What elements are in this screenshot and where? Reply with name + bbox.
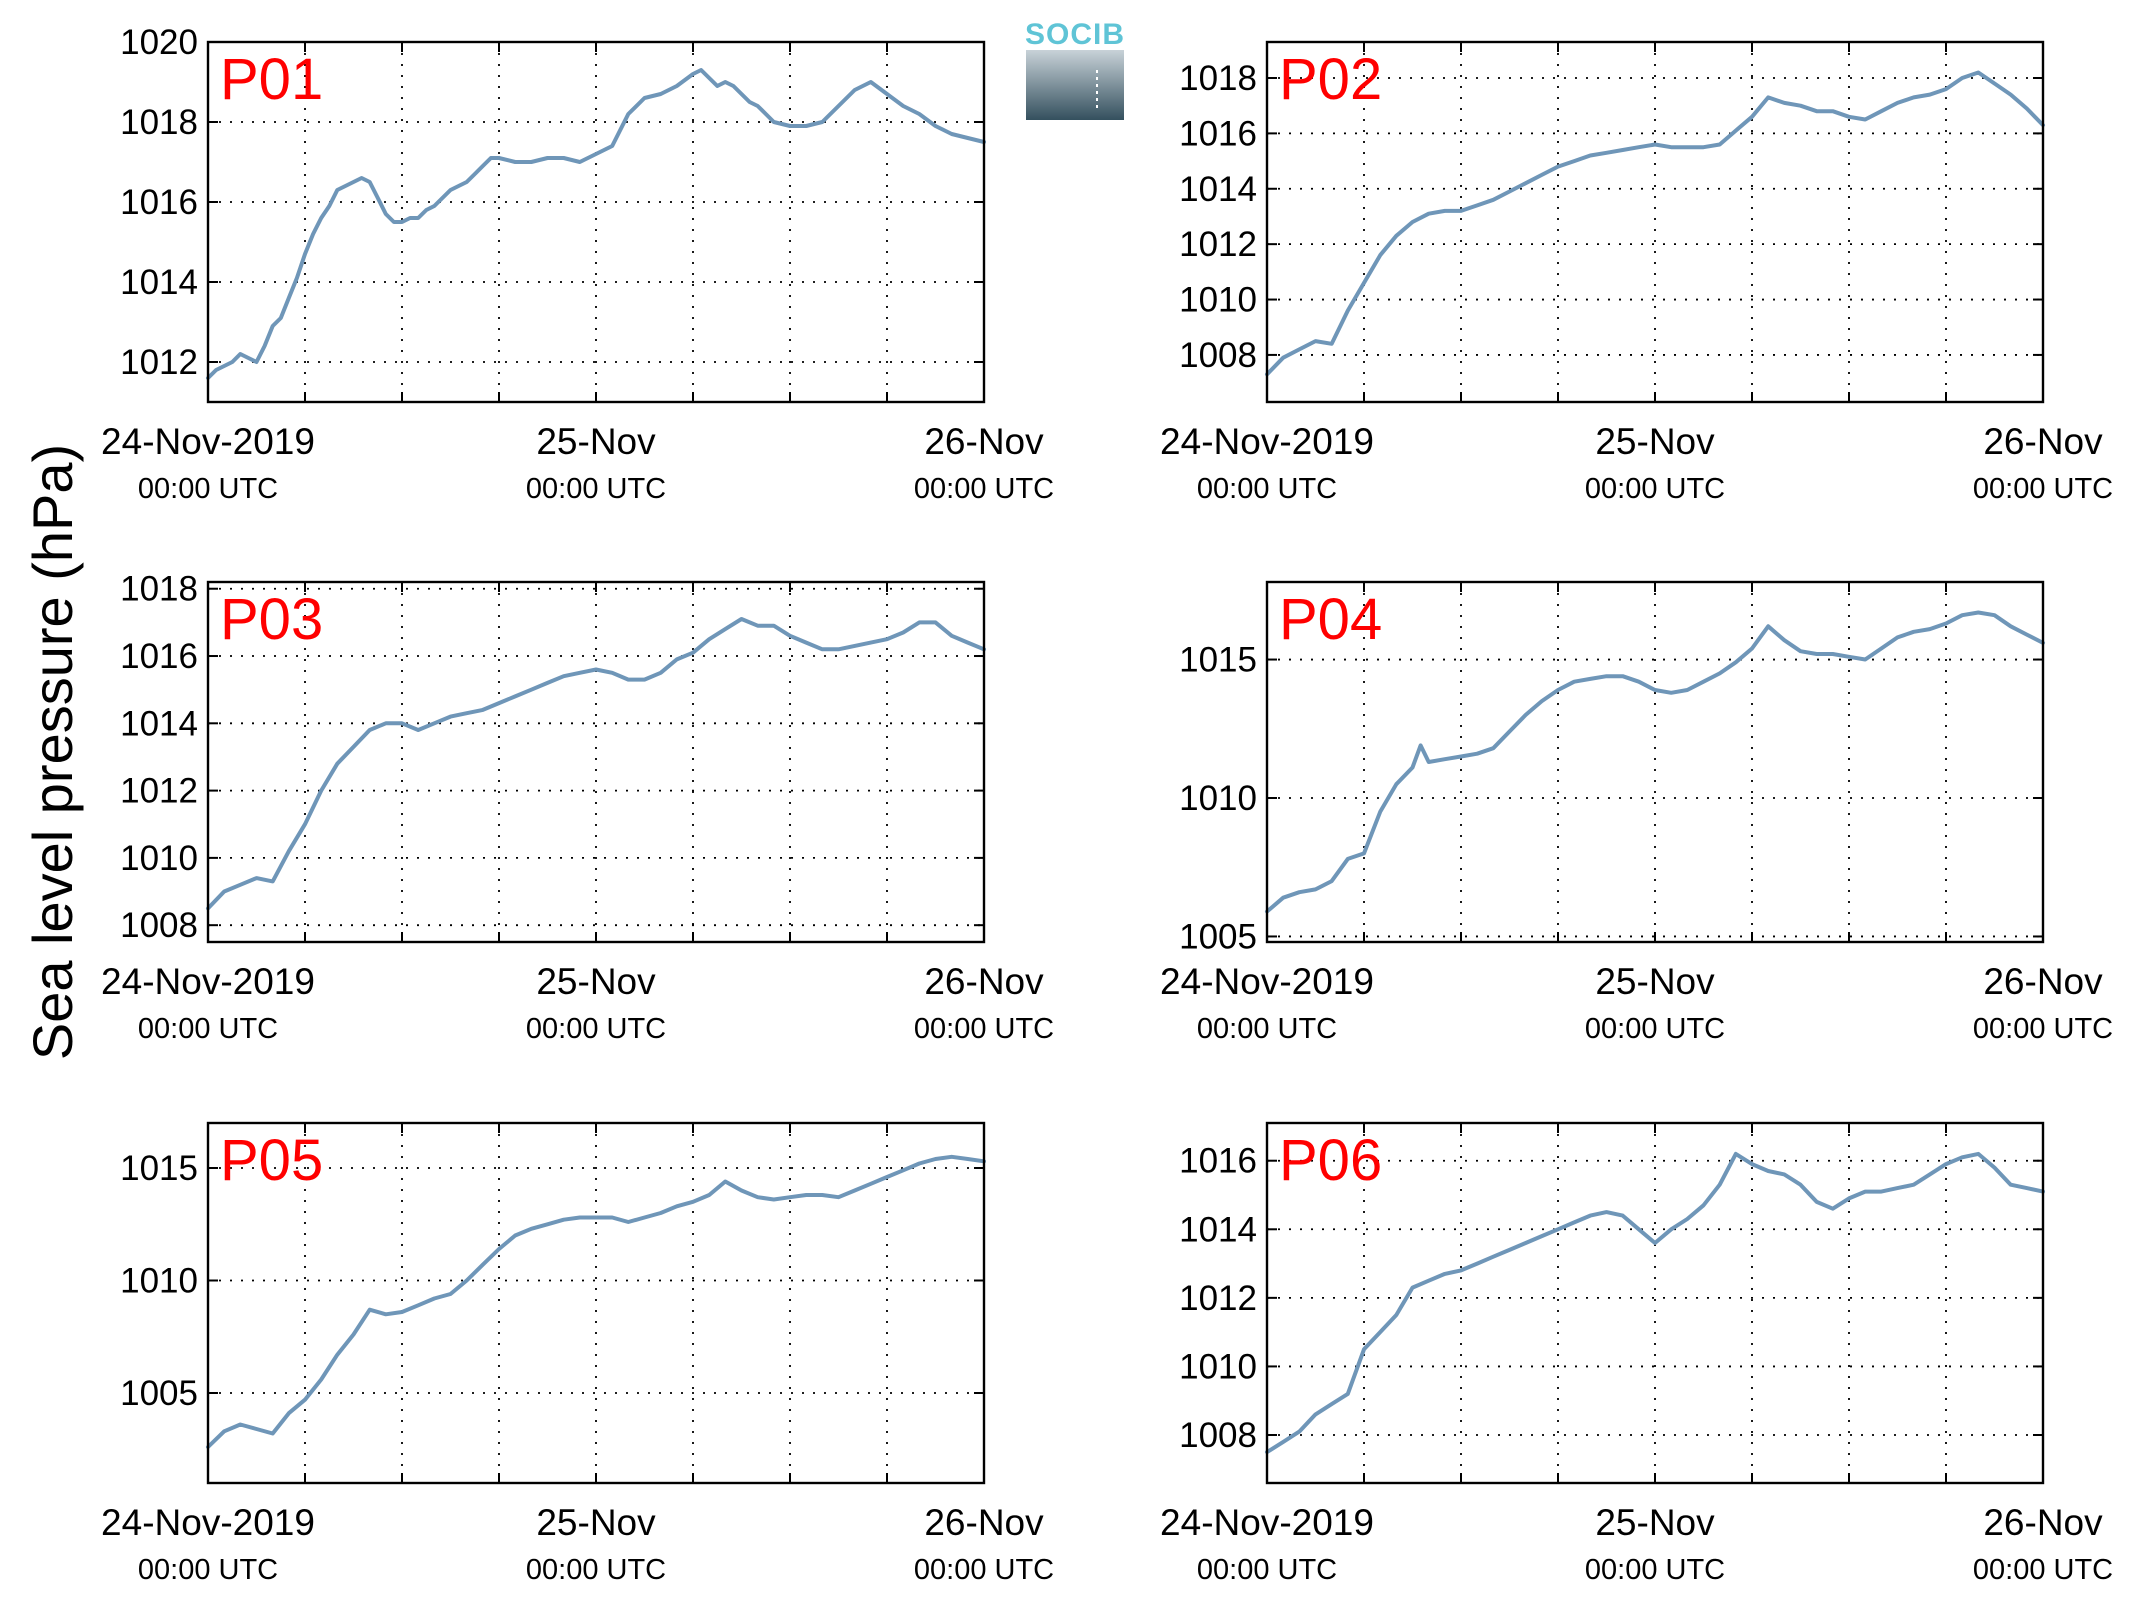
y-tick-label: 1012: [120, 343, 198, 382]
x-tick-date-label: 24-Nov-2019: [101, 961, 315, 1002]
x-tick-date-label: 25-Nov: [1595, 1502, 1715, 1543]
x-tick-time-label: 00:00 UTC: [1973, 1554, 2113, 1586]
series-line-p01: [206, 68, 986, 380]
panels-container: 1012 1014 1016 1018 1020 24-Nov-2019 00:00 UTC…: [101, 23, 2113, 1586]
y-tick-label: 1016: [120, 637, 198, 676]
x-tick-date-label: 25-Nov: [1595, 421, 1715, 462]
y-tick-label: 1018: [120, 570, 198, 609]
x-tick-date-label: 24-Nov-2019: [101, 1502, 315, 1543]
panel-frame: [206, 1121, 986, 1485]
series-line-p04: [1265, 610, 2045, 914]
y-tick-label: 1016: [1179, 114, 1257, 153]
y-tick-label: 1020: [120, 23, 198, 62]
x-tick-date-label: 25-Nov: [536, 1502, 656, 1543]
y-tick-label: 1014: [120, 704, 198, 743]
panel-frame: [206, 580, 986, 944]
chart-panel-p01: 1012 1014 1016 1018 1020 24-Nov-2019 00:00 UTC…: [101, 23, 1054, 505]
y-tick-label: 1012: [1179, 225, 1257, 264]
x-tick-time-label: 00:00 UTC: [1585, 1554, 1725, 1586]
y-tick-label: 1016: [1179, 1142, 1257, 1181]
x-tick-time-label: 00:00 UTC: [138, 1013, 278, 1045]
y-tick-label: 1016: [120, 183, 198, 222]
x-tick-date-label: 26-Nov: [924, 1502, 1044, 1543]
y-tick-label: 1010: [1179, 281, 1257, 320]
y-tick-label: 1014: [120, 263, 198, 302]
chart-panel-p04: 1005 1010 1015 24-Nov-2019 00:00 UTC 25-Nov 00…: [1160, 580, 2113, 1045]
x-tick-date-label: 26-Nov: [1983, 1502, 2103, 1543]
y-tick-label: 1008: [1179, 336, 1257, 375]
x-tick-date-label: 24-Nov-2019: [101, 421, 315, 462]
x-tick-time-label: 00:00 UTC: [138, 473, 278, 505]
x-tick-time-label: 00:00 UTC: [1585, 473, 1725, 505]
x-tick-time-label: 00:00 UTC: [1585, 1013, 1725, 1045]
panel-frame: [206, 40, 986, 404]
x-tick-date-label: 24-Nov-2019: [1160, 961, 1374, 1002]
panel-title: P04: [1279, 587, 1382, 652]
chart-panel-p05: 1005 1010 1015 24-Nov-2019 00:00 UTC 25-Nov 00…: [101, 1121, 1054, 1586]
chart-panel-p06: 1008 1010 1012 1014 1016 24-Nov-2019 00:00 UTC…: [1160, 1121, 2113, 1586]
panel-title: P02: [1279, 47, 1382, 112]
series-line-p06: [1265, 1151, 2045, 1455]
y-tick-label: 1010: [120, 1262, 198, 1301]
x-tick-date-label: 25-Nov: [1595, 961, 1715, 1002]
x-tick-date-label: 26-Nov: [1983, 961, 2103, 1002]
y-tick-label: 1008: [1179, 1416, 1257, 1455]
panel-title: P06: [1279, 1128, 1382, 1193]
y-tick-label: 1010: [120, 839, 198, 878]
x-tick-date-label: 24-Nov-2019: [1160, 1502, 1374, 1543]
x-tick-date-label: 25-Nov: [536, 421, 656, 462]
x-tick-time-label: 00:00 UTC: [914, 473, 1054, 505]
panel-title: P01: [220, 47, 323, 112]
y-tick-label: 1008: [120, 906, 198, 945]
x-tick-time-label: 00:00 UTC: [526, 1554, 666, 1586]
x-tick-time-label: 00:00 UTC: [1197, 1013, 1337, 1045]
x-tick-date-label: 26-Nov: [924, 961, 1044, 1002]
y-tick-label: 1018: [120, 103, 198, 142]
socib-logo-box: [1026, 50, 1124, 120]
x-tick-date-label: 24-Nov-2019: [1160, 421, 1374, 462]
y-tick-label: 1012: [1179, 1279, 1257, 1318]
y-tick-label: 1018: [1179, 59, 1257, 98]
y-tick-label: 1014: [1179, 170, 1257, 209]
y-tick-label: 1012: [120, 772, 198, 811]
panel-frame: [1265, 40, 2045, 404]
panel-frame: [1265, 580, 2045, 944]
y-tick-label: 1010: [1179, 1347, 1257, 1386]
panel-frame: [1265, 1121, 2045, 1485]
x-tick-time-label: 00:00 UTC: [914, 1013, 1054, 1045]
x-tick-time-label: 00:00 UTC: [1973, 473, 2113, 505]
x-tick-date-label: 26-Nov: [924, 421, 1044, 462]
series-line-p02: [1265, 70, 2045, 377]
y-tick-label: 1010: [1179, 779, 1257, 818]
x-tick-date-label: 25-Nov: [536, 961, 656, 1002]
x-tick-time-label: 00:00 UTC: [1973, 1013, 2113, 1045]
x-tick-date-label: 26-Nov: [1983, 421, 2103, 462]
x-tick-time-label: 00:00 UTC: [526, 473, 666, 505]
x-tick-time-label: 00:00 UTC: [1197, 1554, 1337, 1586]
x-tick-time-label: 00:00 UTC: [1197, 473, 1337, 505]
y-axis-label: Sea level pressure (hPa): [21, 444, 84, 1060]
chart-panel-p03: 1008 1010 1012 1014 1016 1018 24-Nov-2019 00:00…: [101, 570, 1054, 1045]
x-tick-time-label: 00:00 UTC: [526, 1013, 666, 1045]
panel-title: P03: [220, 587, 323, 652]
panel-title: P05: [220, 1128, 323, 1193]
y-tick-label: 1005: [1179, 917, 1257, 956]
chart-panel-p02: 1008 1010 1012 1014 1016 1018 24-Nov-2019 00:00…: [1160, 40, 2113, 505]
y-tick-label: 1015: [1179, 641, 1257, 680]
x-tick-time-label: 00:00 UTC: [138, 1554, 278, 1586]
socib-logo: SOCIB: [1025, 18, 1125, 120]
y-tick-label: 1015: [120, 1149, 198, 1188]
x-tick-time-label: 00:00 UTC: [914, 1554, 1054, 1586]
socib-logo-text: SOCIB: [1025, 18, 1125, 51]
y-tick-label: 1005: [120, 1374, 198, 1413]
y-tick-label: 1014: [1179, 1210, 1257, 1249]
series-line-p03: [206, 617, 986, 911]
series-line-p05: [206, 1154, 986, 1449]
